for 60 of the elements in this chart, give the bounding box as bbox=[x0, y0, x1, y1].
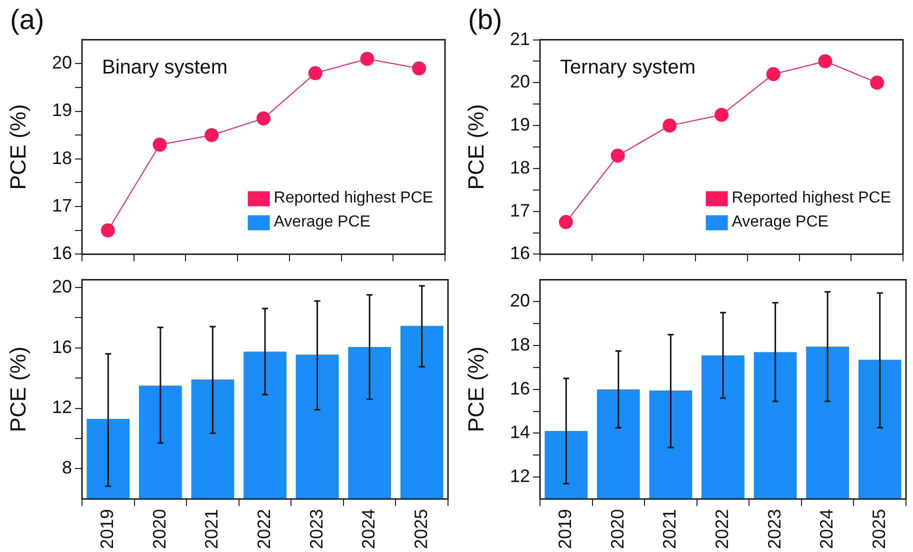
y-tick-label: 16 bbox=[52, 243, 72, 264]
x-tick-label: 2023 bbox=[764, 508, 784, 550]
y-tick-label: 12 bbox=[510, 466, 530, 486]
point bbox=[256, 111, 270, 126]
legend-label: Average PCE bbox=[732, 214, 828, 231]
y-axis-title: PCE (%) bbox=[463, 346, 488, 432]
point bbox=[766, 67, 780, 82]
y-tick-label: 20 bbox=[510, 290, 530, 311]
y-tick-label: 16 bbox=[510, 378, 530, 398]
y-tick-label: 16 bbox=[510, 243, 530, 264]
x-tick-label: 2021 bbox=[660, 508, 680, 550]
point bbox=[714, 108, 728, 122]
point bbox=[818, 54, 832, 68]
y-tick-label: 18 bbox=[52, 148, 72, 168]
legend-label: Reported highest PCE bbox=[274, 190, 433, 207]
y-tick-label: 18 bbox=[510, 334, 530, 355]
x-tick-label: 2025 bbox=[868, 508, 889, 550]
y-tick-label: 19 bbox=[510, 114, 530, 135]
point bbox=[100, 223, 115, 238]
point bbox=[558, 215, 573, 230]
point bbox=[662, 118, 677, 133]
y-tick-label: 20 bbox=[510, 72, 530, 92]
y-tick-label: 19 bbox=[52, 100, 72, 120]
x-tick-label: 2019 bbox=[97, 508, 118, 550]
y-tick-label: 17 bbox=[510, 200, 530, 220]
x-tick-label: 2019 bbox=[555, 508, 576, 550]
x-tick-label: 2024 bbox=[816, 508, 837, 550]
y-tick-label: 20 bbox=[52, 276, 72, 296]
point bbox=[204, 128, 219, 142]
y-tick-label: 12 bbox=[52, 397, 72, 418]
point bbox=[152, 138, 167, 152]
legend-label: Average PCE bbox=[274, 214, 370, 231]
y-tick-label: 8 bbox=[62, 458, 72, 478]
y-tick-label: 21 bbox=[510, 28, 530, 49]
point bbox=[308, 66, 322, 80]
point bbox=[412, 61, 426, 76]
annotation: Ternary system bbox=[560, 56, 696, 78]
y-axis-title: PCE (%) bbox=[463, 104, 488, 190]
y-tick-label: 14 bbox=[510, 422, 530, 442]
chart-title: (b) bbox=[468, 4, 502, 36]
y-tick-label: 17 bbox=[52, 196, 72, 216]
y-axis-title: PCE (%) bbox=[5, 104, 30, 190]
legend-label: Reported highest PCE bbox=[732, 190, 891, 207]
x-tick-label: 2021 bbox=[202, 508, 222, 550]
x-tick-label: 2020 bbox=[149, 508, 170, 550]
y-tick-label: 20 bbox=[52, 52, 72, 73]
x-tick-label: 2025 bbox=[410, 508, 431, 550]
chart-title: (a) bbox=[10, 4, 44, 36]
x-tick-label: 2022 bbox=[254, 508, 274, 550]
x-tick-label: 2022 bbox=[712, 508, 732, 550]
x-tick-label: 2020 bbox=[607, 508, 628, 550]
x-tick-label: 2023 bbox=[306, 508, 326, 550]
y-axis-title: PCE (%) bbox=[5, 346, 30, 432]
annotation: Binary system bbox=[102, 56, 228, 78]
y-tick-label: 18 bbox=[510, 157, 530, 178]
y-tick-label: 16 bbox=[52, 336, 72, 357]
point bbox=[870, 76, 884, 90]
point bbox=[360, 52, 374, 66]
x-tick-label: 2024 bbox=[358, 508, 379, 550]
point bbox=[610, 148, 625, 163]
